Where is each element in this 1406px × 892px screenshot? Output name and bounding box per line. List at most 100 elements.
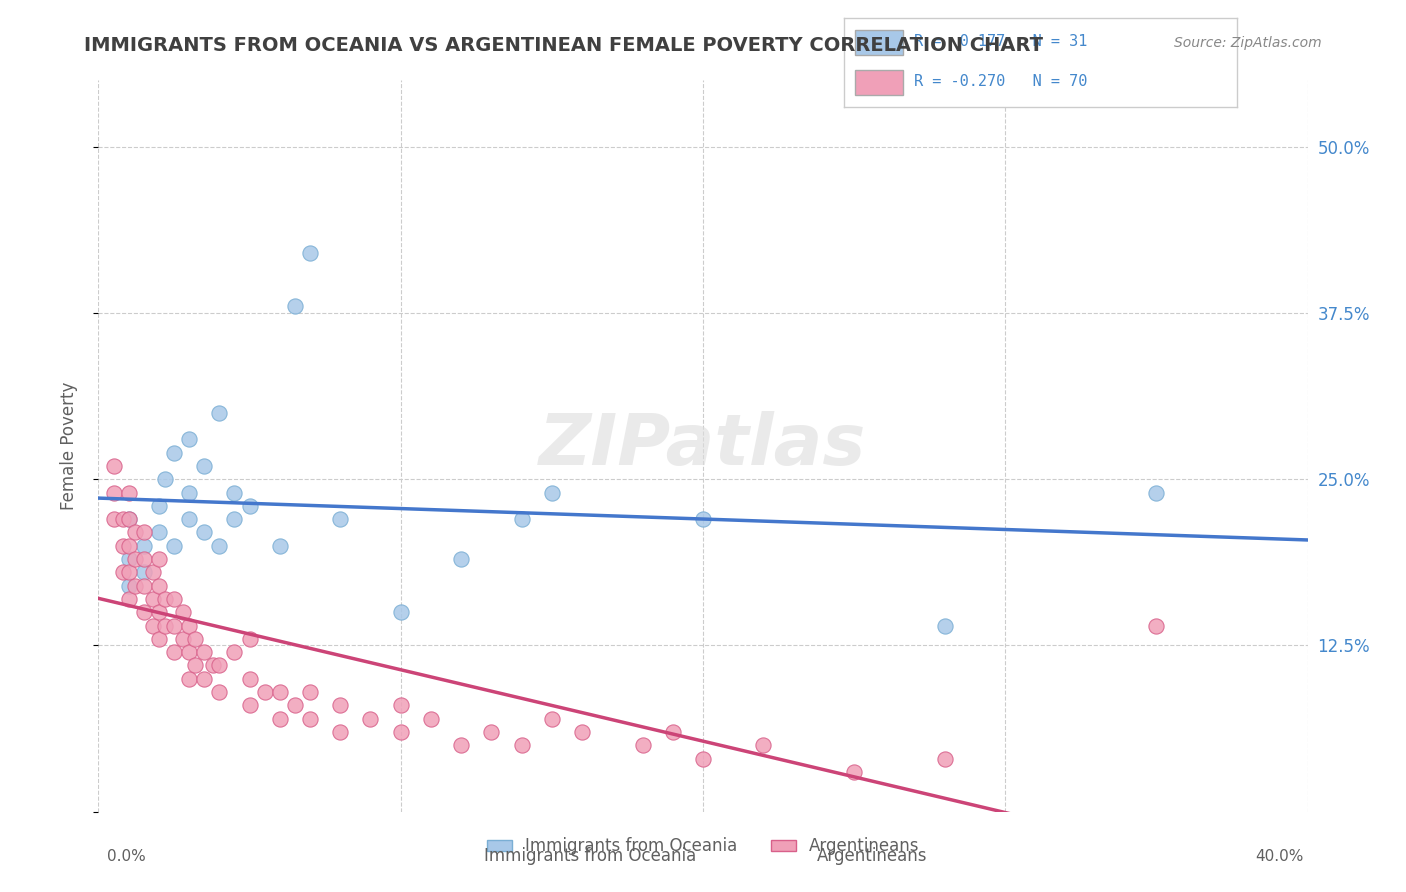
Point [193,458,215,473]
Point [179,485,201,500]
Point [239,672,262,686]
Point [510,738,533,752]
Point [118,512,141,526]
Point [118,512,141,526]
Point [193,645,215,659]
Point [148,552,170,566]
Point [481,725,503,739]
Point [253,685,276,699]
Point [208,539,231,553]
Point [389,698,412,713]
Point [269,539,291,553]
Point [103,485,125,500]
Point [299,246,322,260]
Point [163,618,186,632]
Point [132,525,155,540]
Text: 40.0%: 40.0% [1256,849,1303,863]
Point [148,605,170,619]
Point [239,499,262,513]
Point [284,299,307,313]
Point [208,658,231,673]
Point [148,499,170,513]
Point [692,751,714,765]
Point [329,725,352,739]
Point [179,512,201,526]
Point [360,712,382,726]
Point [208,685,231,699]
Point [148,525,170,540]
Point [934,618,956,632]
Point [239,698,262,713]
Point [224,645,246,659]
Point [103,458,125,473]
Text: Immigrants from Oceania: Immigrants from Oceania [485,847,696,865]
Point [132,579,155,593]
Point [132,605,155,619]
Point [118,566,141,580]
Point [631,738,654,752]
Point [752,738,775,752]
Point [692,512,714,526]
Text: IMMIGRANTS FROM OCEANIA VS ARGENTINEAN FEMALE POVERTY CORRELATION CHART: IMMIGRANTS FROM OCEANIA VS ARGENTINEAN F… [84,36,1043,54]
Point [239,632,262,646]
Point [124,552,146,566]
Point [172,632,194,646]
Bar [855,70,903,95]
Point [224,485,246,500]
Point [103,512,125,526]
Point [142,566,165,580]
Legend: Immigrants from Oceania, Argentineans: Immigrants from Oceania, Argentineans [479,830,927,862]
Point [540,485,562,500]
Point [1144,618,1167,632]
Point [184,658,207,673]
Point [118,591,141,606]
Point [172,605,194,619]
Point [389,725,412,739]
Point [153,591,176,606]
Point [450,552,472,566]
Point [299,685,322,699]
Point [193,672,215,686]
Point [179,433,201,447]
Text: R = -0.270   N = 70: R = -0.270 N = 70 [914,74,1088,88]
Point [540,712,562,726]
Point [269,712,291,726]
Point [163,645,186,659]
Text: ZIPatlas: ZIPatlas [540,411,866,481]
Point [329,698,352,713]
Point [148,632,170,646]
Point [284,698,307,713]
Point [111,566,134,580]
Point [132,539,155,553]
Point [163,591,186,606]
Point [208,406,231,420]
Point [202,658,225,673]
Point [269,685,291,699]
Point [179,618,201,632]
Point [934,751,956,765]
Point [118,552,141,566]
Point [111,512,134,526]
Point [1144,485,1167,500]
Point [193,525,215,540]
Text: R =  0.177   N = 31: R = 0.177 N = 31 [914,34,1088,48]
Point [299,712,322,726]
Point [148,579,170,593]
Point [179,645,201,659]
Point [111,539,134,553]
Point [179,672,201,686]
Point [142,591,165,606]
Point [163,445,186,459]
Point [118,539,141,553]
Point [163,539,186,553]
Point [224,512,246,526]
Point [132,552,155,566]
Point [153,472,176,486]
Text: 0.0%: 0.0% [107,849,146,863]
Text: Source: ZipAtlas.com: Source: ZipAtlas.com [1174,36,1322,50]
Point [118,579,141,593]
Y-axis label: Female Poverty: Female Poverty [59,382,77,510]
Text: Argentineans: Argentineans [817,847,927,865]
Point [124,579,146,593]
Point [844,764,866,779]
